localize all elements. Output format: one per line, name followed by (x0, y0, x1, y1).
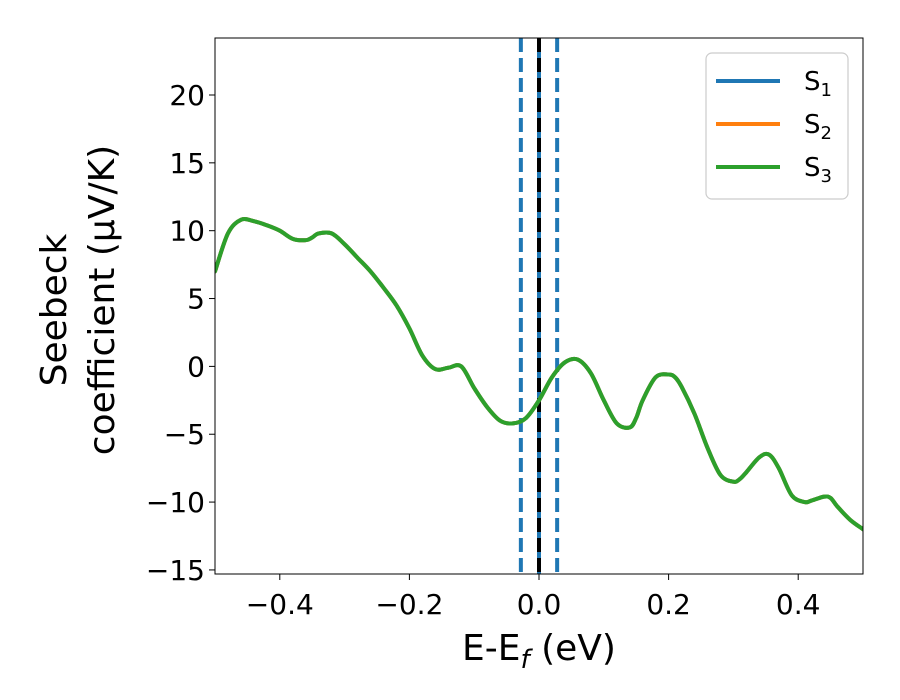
y-tick-label: −15 (146, 554, 205, 587)
series-line-s3 (215, 217, 863, 532)
legend-label-main: S (804, 153, 821, 183)
x-tick-label: −0.4 (246, 588, 314, 621)
legend-label-main: S (804, 67, 821, 97)
y-tick-label: −5 (164, 418, 205, 451)
legend-label-s2: S2 (804, 110, 832, 144)
legend-label-sub: 1 (821, 80, 832, 101)
y-axis-label-line2: coefficient (μV/K) (82, 145, 123, 455)
x-axis-label-main: E-E (462, 628, 520, 669)
y-axis-label-line1: Seebeck (34, 233, 75, 386)
series-layer (215, 217, 863, 532)
y-tick-label: 0 (187, 350, 205, 383)
x-axis-label: E-Ef (eV) (462, 628, 616, 675)
legend-label-s1: S1 (804, 67, 832, 101)
legend-label-sub: 2 (821, 123, 832, 144)
x-axis: −0.4 −0.2 0.0 0.2 0.4 (246, 574, 821, 621)
x-tick-label: 0.0 (517, 588, 562, 621)
y-tick-label: 15 (169, 147, 205, 180)
x-tick-label: 0.2 (646, 588, 691, 621)
y-tick-label: 5 (187, 283, 205, 316)
y-tick-label: −10 (146, 486, 205, 519)
legend-label-s3: S3 (804, 153, 832, 187)
x-tick-label: −0.2 (375, 588, 443, 621)
y-axis-label: Seebeck coefficient (μV/K) (34, 145, 123, 455)
legend-label-main: S (804, 110, 821, 140)
vertical-reference-lines (518, 38, 560, 574)
y-tick-label: 10 (169, 215, 205, 248)
x-axis-label-unit: (eV) (530, 628, 616, 669)
y-tick-label: 20 (169, 79, 205, 112)
legend-label-sub: 3 (821, 166, 832, 187)
y-axis: −15 −10 −5 0 5 10 15 20 (146, 79, 215, 587)
x-tick-label: 0.4 (776, 588, 821, 621)
